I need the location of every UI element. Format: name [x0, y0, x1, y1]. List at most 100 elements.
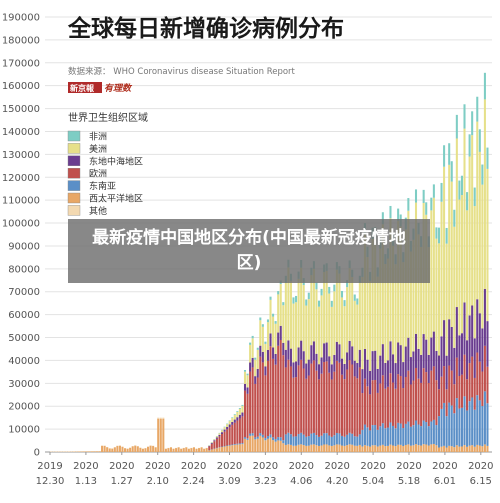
bar-segment — [277, 291, 280, 295]
bar-segment — [218, 436, 221, 448]
bar-segment — [361, 429, 364, 447]
bar-segment — [315, 370, 318, 436]
bar-segment — [269, 296, 272, 300]
bar-segment — [384, 446, 387, 452]
bar-segment — [458, 446, 461, 452]
bar-segment — [404, 346, 407, 378]
bar-segment — [146, 446, 150, 452]
bar-segment — [236, 417, 239, 421]
bar-segment — [231, 424, 234, 445]
bar-segment — [343, 363, 346, 380]
bar-segment — [254, 359, 257, 377]
y-tick-label: 0 — [34, 448, 40, 459]
bar-segment — [221, 432, 224, 434]
bar-segment — [379, 383, 382, 427]
bar-segment — [351, 444, 354, 452]
bar-segment — [300, 340, 303, 360]
bar-segment — [297, 365, 300, 434]
bar-segment — [414, 333, 418, 368]
bar-segment — [412, 380, 415, 426]
bar-segment — [468, 156, 471, 316]
y-tick-label: 60000 — [8, 310, 40, 321]
bar-segment — [330, 436, 333, 446]
bar-segment — [353, 376, 356, 437]
bar-segment — [381, 344, 384, 376]
bar-segment — [124, 448, 127, 452]
bar-segment — [323, 272, 326, 344]
legend-swatch — [67, 167, 81, 179]
bar-segment — [152, 445, 155, 452]
bar-segment — [389, 422, 392, 445]
y-tick-label: 100000 — [2, 219, 40, 230]
bar-segment — [335, 269, 338, 342]
bar-segment — [460, 175, 463, 196]
bar-segment — [386, 258, 389, 361]
bar-segment — [443, 366, 446, 403]
bar-segment — [243, 371, 247, 384]
bar-segment — [374, 379, 377, 425]
bar-segment — [343, 379, 346, 437]
bar-segment — [409, 445, 412, 452]
bar-segment — [376, 368, 379, 393]
bar-segment — [386, 427, 389, 446]
bar-segment — [389, 205, 392, 219]
bar-segment — [277, 294, 280, 333]
bar-segment — [412, 445, 415, 452]
brand-badge: 新京報 — [70, 83, 95, 93]
x-tick-label-year: 2020 — [217, 461, 242, 472]
bar-segment — [272, 316, 275, 348]
bar-segment — [249, 362, 252, 372]
x-tick-label-date: 1.27 — [111, 476, 133, 487]
bar-segment — [445, 416, 448, 448]
bar-segment — [282, 302, 285, 306]
bar-segment — [320, 295, 323, 358]
bar-segment — [297, 278, 300, 348]
bar-segment — [445, 389, 448, 417]
bar-segment — [305, 436, 308, 446]
bar-segment — [420, 354, 423, 383]
bar-segment — [397, 342, 400, 375]
bar-segment — [417, 445, 420, 452]
bar-segment — [476, 395, 479, 445]
bar-segment — [422, 420, 425, 445]
bar-segment — [223, 431, 226, 446]
bar-segment — [463, 128, 466, 303]
bar-segment — [182, 448, 185, 452]
bar-segment — [435, 350, 438, 381]
bar-segment — [162, 417, 165, 419]
bar-segment — [103, 445, 106, 452]
bar-segment — [473, 206, 476, 339]
bar-segment — [443, 445, 446, 452]
bar-segment — [295, 295, 298, 303]
bar-segment — [300, 359, 303, 433]
bar-segment — [381, 224, 384, 345]
bar-segment — [333, 445, 336, 452]
bar-segment — [246, 375, 249, 388]
bar-segment — [243, 437, 247, 439]
bar-segment — [284, 434, 287, 445]
bar-segment — [169, 447, 173, 452]
bar-segment — [458, 335, 461, 376]
bar-segment — [266, 322, 269, 350]
bar-segment — [384, 362, 387, 389]
bar-segment — [486, 321, 489, 367]
bar-segment — [453, 226, 456, 348]
bar-segment — [460, 407, 463, 447]
bar-segment — [455, 357, 458, 399]
bar-segment — [203, 448, 206, 452]
bar-segment — [471, 445, 474, 452]
bar-segment — [463, 302, 466, 355]
bar-segment — [328, 445, 331, 452]
bar-segment — [483, 72, 486, 100]
bar-segment — [223, 426, 226, 428]
bar-segment — [228, 424, 231, 428]
x-tick-label-year: 2019 — [37, 461, 62, 472]
bar-segment — [238, 443, 241, 445]
bar-segment — [356, 378, 359, 437]
bar-segment — [266, 349, 269, 361]
bar-segment — [404, 377, 407, 424]
bar-segment — [392, 382, 395, 426]
bar-segment — [305, 445, 308, 452]
bar-segment — [210, 449, 213, 452]
bar-segment — [154, 447, 157, 452]
